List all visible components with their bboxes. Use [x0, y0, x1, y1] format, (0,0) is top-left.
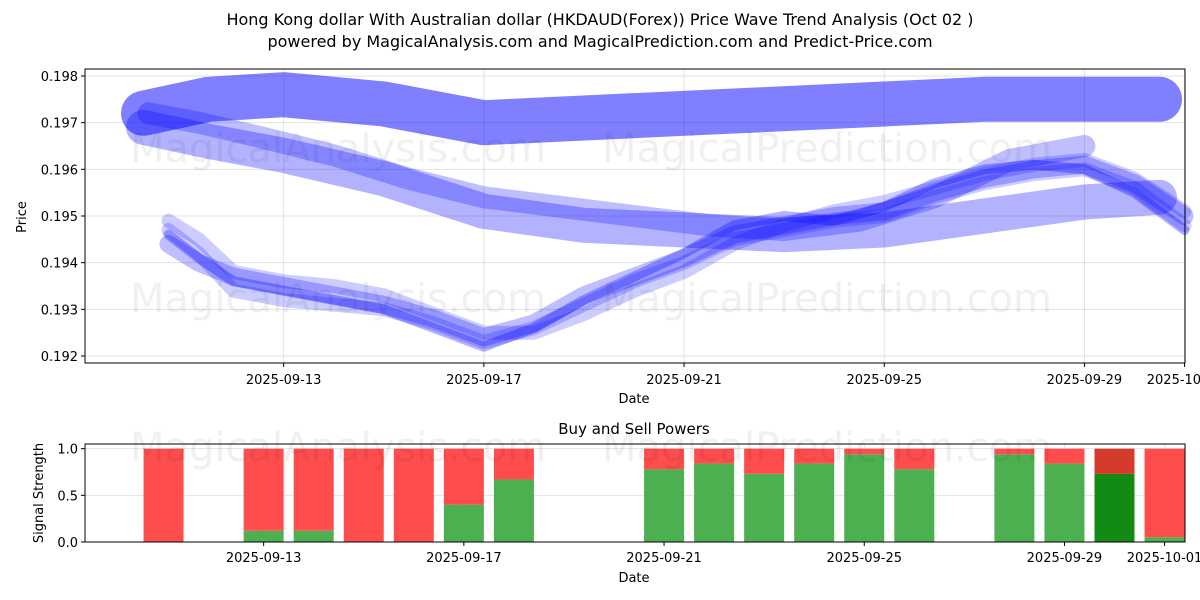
sell-bar — [694, 448, 735, 464]
price-wave-line-7 — [163, 159, 1190, 352]
sell-bar — [644, 448, 685, 470]
buy-sell-y-axis-label: Signal Strength — [32, 443, 47, 543]
buy-sell-x-tick-label: 2025-09-21 — [626, 551, 702, 566]
sell-bar — [794, 448, 835, 464]
buy-bar — [794, 463, 835, 542]
chart-title-line1: Hong Kong dollar With Australian dollar … — [226, 10, 974, 29]
watermark-prediction-bottom: MagicalPrediction.com — [602, 425, 1052, 471]
buy-bar — [493, 479, 534, 542]
price-wave-line-2 — [126, 109, 1177, 253]
buy-bar — [694, 463, 735, 542]
buy-sell-x-tick-label: 2025-09-29 — [1027, 551, 1103, 566]
sell-bar — [443, 448, 484, 505]
buy-sell-x-axis-label: Date — [618, 571, 649, 586]
sell-bar — [243, 448, 284, 531]
price-y-tick-label: 0.196 — [41, 163, 78, 178]
sell-bar — [343, 448, 384, 542]
price-y-tick-label: 0.192 — [41, 350, 78, 365]
sell-bar — [994, 448, 1035, 455]
watermark-prediction-mid: MagicalPrediction.com — [602, 276, 1052, 322]
chart-title-line2: powered by MagicalAnalysis.com and Magic… — [267, 32, 933, 51]
buy-sell-y-tick-label: 1.0 — [57, 443, 78, 458]
buy-sell-x-tick-label: 2025-10-01 — [1127, 551, 1200, 566]
buy-bar — [744, 473, 785, 542]
price-wave-line-5 — [161, 162, 1192, 349]
buy-bar — [994, 454, 1035, 542]
sell-bar — [894, 448, 935, 470]
buy-bar — [1094, 473, 1135, 542]
price-y-axis-label: Price — [15, 201, 30, 233]
price-x-tick-label: 2025-09-21 — [646, 373, 722, 388]
price-wave-panel: MagicalAnalysis.com MagicalPrediction.co… — [15, 68, 1200, 407]
buy-sell-y-tick-label: 0.5 — [57, 489, 78, 504]
watermark-analysis-top: MagicalAnalysis.com — [130, 126, 546, 172]
buy-sell-x-tick-label: 2025-09-25 — [826, 551, 902, 566]
price-x-tick-label: 2025-09-13 — [246, 373, 322, 388]
price-wave-line-1 — [121, 72, 1182, 146]
price-y-tick-label: 0.198 — [41, 70, 78, 85]
watermark-prediction-top: MagicalPrediction.com — [602, 126, 1052, 172]
sell-bar — [1094, 448, 1135, 474]
price-y-tick-label: 0.195 — [41, 210, 78, 225]
sell-bar — [844, 448, 885, 455]
watermark-analysis-bottom: MagicalAnalysis.com — [130, 425, 546, 471]
buy-sell-y-tick-label: 0.0 — [57, 536, 78, 551]
price-wave-line-3 — [137, 102, 1096, 241]
buy-bar — [1144, 537, 1185, 542]
price-x-tick-label: 2025-09-29 — [1047, 373, 1123, 388]
buy-sell-plot-frame — [84, 443, 1186, 543]
price-plot-frame — [84, 68, 1186, 364]
buy-sell-panel: Buy and Sell Powers MagicalAnalysis.com … — [32, 420, 1200, 586]
price-y-tick-label: 0.193 — [41, 303, 78, 318]
sell-bar — [1144, 448, 1185, 538]
price-wave-line-6 — [161, 153, 1192, 340]
sell-bar — [1044, 448, 1085, 464]
watermark-analysis-mid: MagicalAnalysis.com — [130, 276, 546, 322]
price-x-tick-label: 2025-10-01 — [1147, 373, 1200, 388]
price-x-tick-label: 2025-09-25 — [846, 373, 922, 388]
sell-bar — [293, 448, 334, 531]
buy-bar — [894, 469, 935, 542]
price-y-tick-label: 0.194 — [41, 257, 78, 272]
buy-bar — [1044, 463, 1085, 542]
price-wave-line-4 — [159, 155, 1194, 347]
sell-bar — [393, 448, 434, 542]
buy-bar — [243, 530, 284, 542]
buy-sell-title: Buy and Sell Powers — [558, 420, 710, 438]
price-x-tick-label: 2025-09-17 — [446, 373, 522, 388]
buy-bar — [443, 504, 484, 542]
buy-bar — [293, 530, 334, 542]
price-x-axis-label: Date — [618, 392, 649, 407]
price-y-tick-label: 0.197 — [41, 117, 78, 132]
sell-bar — [493, 448, 534, 480]
buy-sell-x-tick-label: 2025-09-17 — [426, 551, 502, 566]
sell-bar — [744, 448, 785, 474]
sell-bar — [143, 448, 184, 542]
buy-bar — [644, 469, 685, 542]
buy-sell-x-tick-label: 2025-09-13 — [226, 551, 302, 566]
buy-bar — [844, 454, 885, 542]
